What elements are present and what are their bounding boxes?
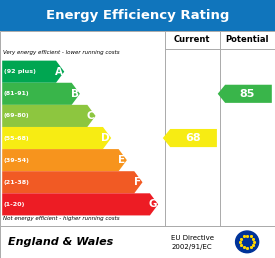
- Text: Not energy efficient - higher running costs: Not energy efficient - higher running co…: [3, 216, 119, 221]
- Text: England & Wales: England & Wales: [8, 237, 114, 247]
- Text: B: B: [70, 89, 79, 99]
- Text: Current: Current: [174, 36, 210, 44]
- Polygon shape: [2, 127, 111, 149]
- Text: Energy Efficiency Rating: Energy Efficiency Rating: [46, 9, 229, 22]
- Text: A: A: [55, 67, 63, 77]
- Polygon shape: [2, 61, 64, 83]
- Text: (21-38): (21-38): [4, 180, 29, 185]
- Text: F: F: [134, 177, 141, 187]
- Text: (69-80): (69-80): [4, 114, 29, 118]
- Text: 2002/91/EC: 2002/91/EC: [172, 244, 213, 249]
- Text: G: G: [148, 199, 157, 209]
- Circle shape: [236, 231, 259, 253]
- Text: (81-91): (81-91): [4, 91, 29, 96]
- Text: Very energy efficient - lower running costs: Very energy efficient - lower running co…: [3, 50, 119, 55]
- Text: E: E: [118, 155, 125, 165]
- Polygon shape: [2, 105, 95, 127]
- Text: (92 plus): (92 plus): [4, 69, 35, 74]
- Bar: [0, 0, 274, 31]
- Bar: [0, 31, 274, 226]
- Polygon shape: [2, 83, 80, 105]
- Text: Potential: Potential: [225, 36, 269, 44]
- Text: (1-20): (1-20): [4, 202, 25, 207]
- Polygon shape: [163, 129, 217, 147]
- Polygon shape: [2, 193, 158, 215]
- Text: C: C: [87, 111, 94, 121]
- Polygon shape: [2, 149, 127, 171]
- Bar: [0, 226, 274, 258]
- Text: (55-68): (55-68): [4, 135, 29, 141]
- Text: (39-54): (39-54): [4, 158, 29, 163]
- Text: 85: 85: [240, 89, 255, 99]
- Polygon shape: [2, 171, 142, 193]
- Text: EU Directive: EU Directive: [171, 235, 214, 241]
- Polygon shape: [218, 85, 272, 103]
- Text: D: D: [101, 133, 110, 143]
- Text: 68: 68: [185, 133, 200, 143]
